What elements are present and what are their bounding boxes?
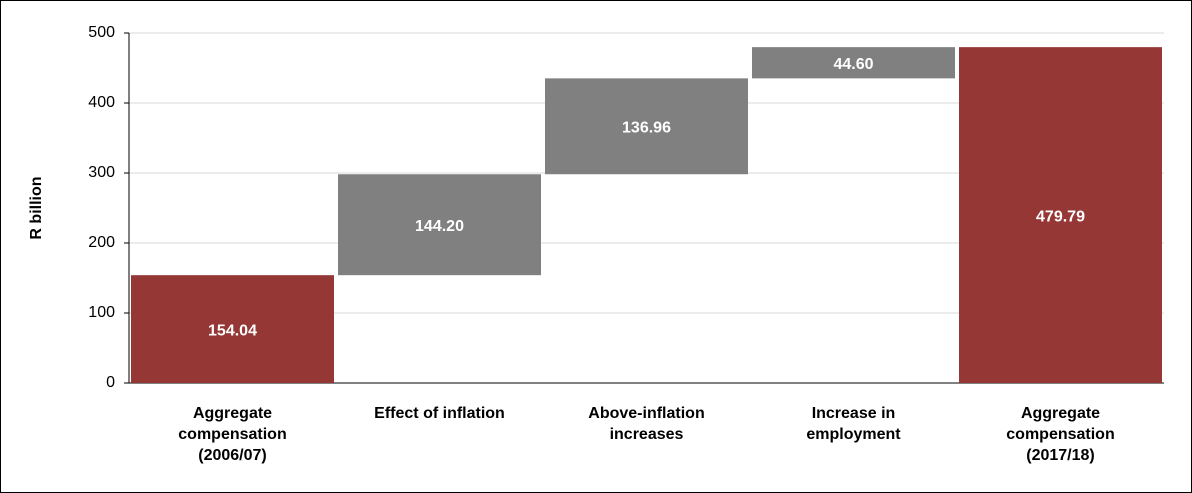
value-label: 479.79	[1036, 208, 1085, 225]
bar	[752, 47, 955, 79]
x-tick-label: Effect of inflation	[374, 405, 505, 422]
x-tick-label: Aggregate compensation (2017/18)	[1006, 405, 1115, 464]
bar	[338, 174, 541, 276]
value-label: 154.04	[208, 322, 257, 339]
bar	[959, 47, 1162, 383]
x-tick-label: Aggregate compensation (2006/07)	[178, 405, 287, 464]
y-tick-label: 400	[88, 94, 115, 111]
x-tick-label: Above-inflation increases	[588, 405, 705, 443]
y-tick-label: 0	[106, 374, 115, 391]
y-tick-label: 300	[88, 164, 115, 181]
value-label: 144.20	[415, 218, 464, 235]
y-tick-label: 500	[88, 24, 115, 41]
y-tick-label: 200	[88, 234, 115, 251]
y-tick-label: 100	[88, 304, 115, 321]
bar	[131, 275, 334, 383]
y-axis-label: R billion	[28, 176, 45, 239]
bar	[545, 78, 748, 175]
value-label: 44.60	[833, 56, 873, 73]
value-label: 136.96	[622, 120, 671, 137]
x-tick-label: Increase in employment	[806, 405, 901, 443]
